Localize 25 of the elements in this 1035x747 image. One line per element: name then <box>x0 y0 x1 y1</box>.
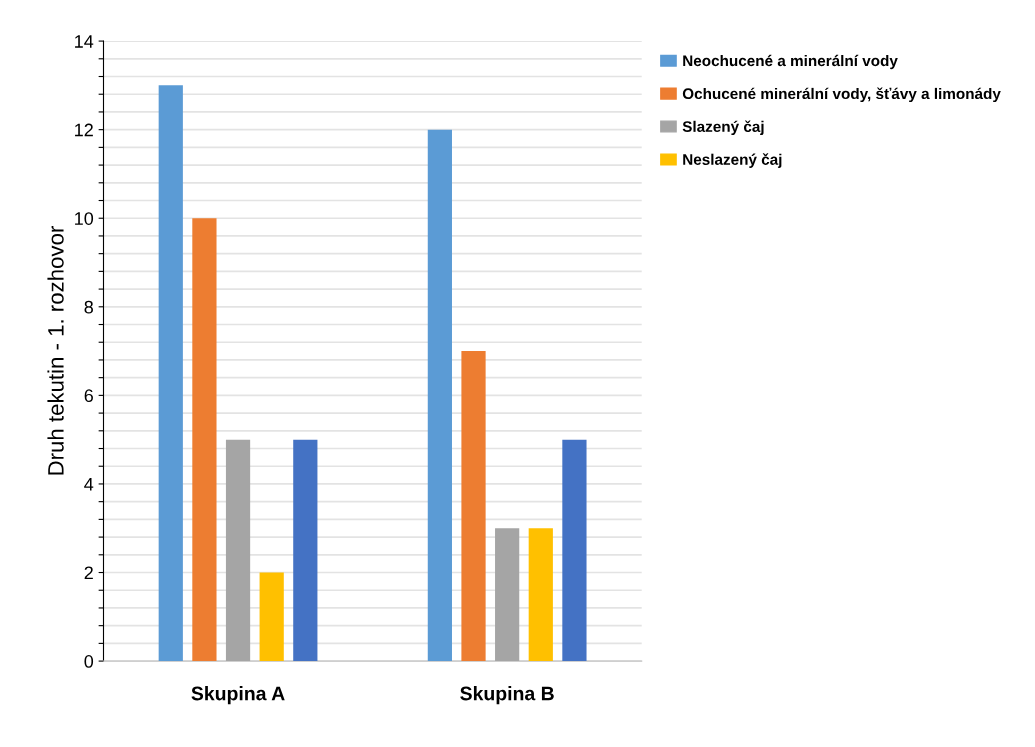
bar <box>427 129 452 662</box>
bar <box>158 85 183 662</box>
bar <box>495 528 520 662</box>
x-tick-label: Skupina A <box>191 686 285 705</box>
bar <box>528 528 553 662</box>
y-tick-label: 0 <box>84 655 94 668</box>
legend-label: Neochucené a minerální vody <box>683 54 898 70</box>
legend-label: Neslazený čaj <box>683 153 782 168</box>
y-tick-label: 14 <box>75 35 94 48</box>
legend-label: Slazený čaj <box>682 120 764 136</box>
bar <box>562 439 587 662</box>
y-tick-label: 2 <box>84 566 93 580</box>
y-tick-label: 4 <box>84 478 94 491</box>
legend-label: Ochucené minerální vody, šťávy a limonády <box>682 87 1001 103</box>
y-tick-label: 12 <box>75 123 93 137</box>
bar <box>293 439 318 662</box>
bar <box>192 218 217 662</box>
x-tick-label: Skupina B <box>460 686 554 705</box>
bar <box>259 572 284 662</box>
bar <box>225 439 251 662</box>
y-tick-label: 8 <box>84 300 93 314</box>
y-tick-label: 10 <box>75 212 94 225</box>
y-tick-label: 6 <box>84 389 93 403</box>
bar <box>461 351 486 662</box>
y-axis-title: Druh tekutin - 1. rozhovor <box>47 226 64 475</box>
